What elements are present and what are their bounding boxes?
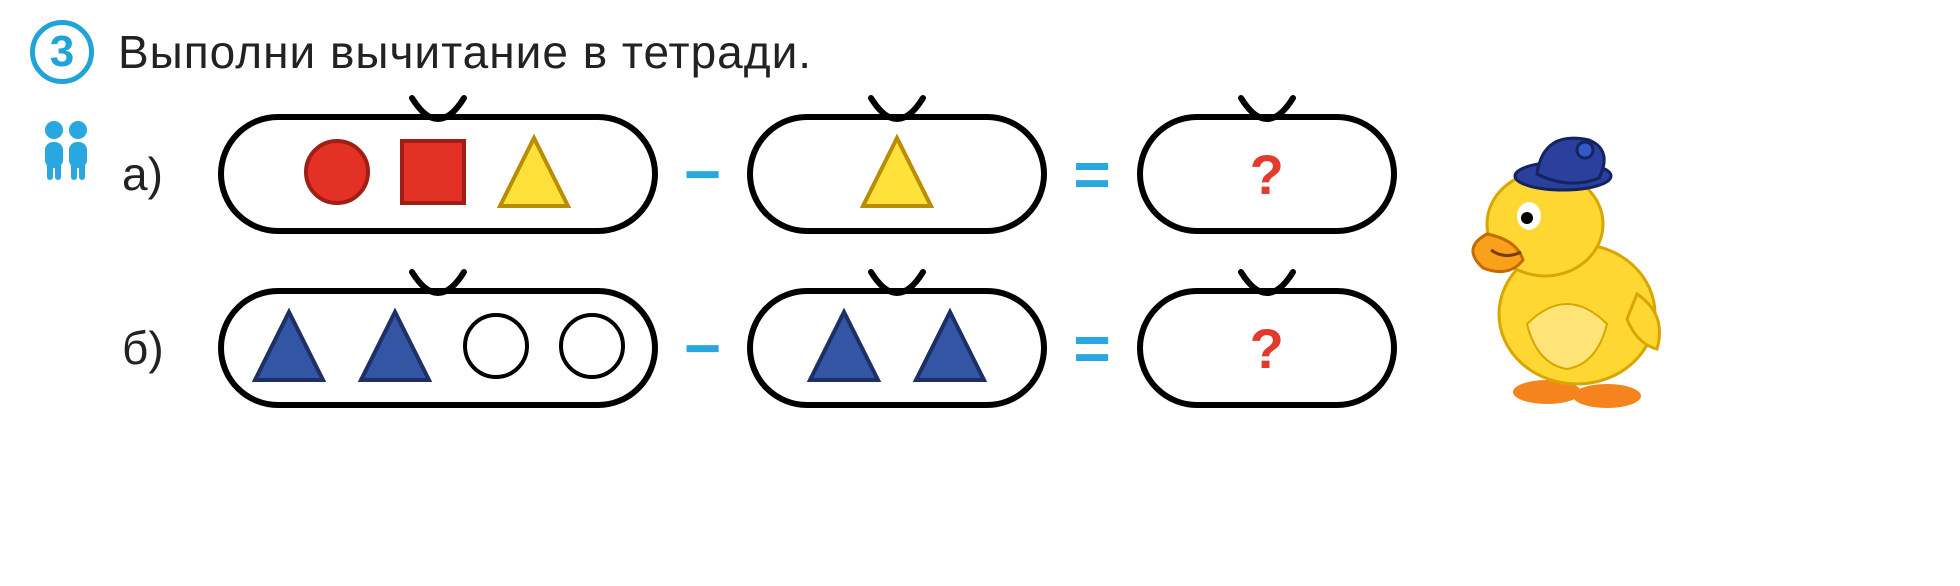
problems-list: а) − =? б) − =? xyxy=(122,114,1397,408)
circle-outline-icon xyxy=(557,311,627,386)
triangle-blue-icon xyxy=(804,306,884,391)
bag-right-1 xyxy=(747,288,1047,408)
problem-label: б) xyxy=(122,321,192,375)
task-instruction: Выполни вычитание в тетради. xyxy=(118,25,812,79)
task-header: 3 Выполни вычитание в тетради. xyxy=(30,20,1930,84)
answer-placeholder: ? xyxy=(1250,142,1284,207)
bag-left-0 xyxy=(218,114,658,234)
problem-label: а) xyxy=(122,147,192,201)
task-number: 3 xyxy=(50,27,74,77)
triangle-blue-icon xyxy=(249,306,329,391)
bag-handle-icon xyxy=(865,92,929,136)
bag-handle-icon xyxy=(865,266,929,310)
bag-handle-icon xyxy=(1235,92,1299,136)
square-red-icon xyxy=(398,137,468,212)
pair-work-icon xyxy=(38,118,94,182)
triangle-blue-icon xyxy=(355,306,435,391)
circle-red-icon xyxy=(302,137,372,212)
duck-mascot-icon xyxy=(1457,401,1677,418)
triangle-yellow-icon xyxy=(494,132,574,217)
circle-outline-icon xyxy=(461,311,531,386)
equals-operator: = xyxy=(1073,137,1110,211)
bag-handle-icon xyxy=(1235,266,1299,310)
bag-right-0 xyxy=(747,114,1047,234)
minus-operator: − xyxy=(684,311,721,385)
task-body: а) − =? б) − =? xyxy=(30,114,1930,419)
task-number-badge: 3 xyxy=(30,20,94,84)
triangle-blue-icon xyxy=(910,306,990,391)
minus-operator: − xyxy=(684,137,721,211)
bag-answer-1: ? xyxy=(1137,288,1397,408)
side-indicator xyxy=(30,114,102,182)
problem-row: а) − =? xyxy=(122,114,1397,234)
mascot-column xyxy=(1457,114,1677,419)
problem-row: б) − =? xyxy=(122,288,1397,408)
equals-operator: = xyxy=(1073,311,1110,385)
bag-answer-0: ? xyxy=(1137,114,1397,234)
bag-handle-icon xyxy=(406,266,470,310)
bag-handle-icon xyxy=(406,92,470,136)
bag-left-1 xyxy=(218,288,658,408)
answer-placeholder: ? xyxy=(1250,316,1284,381)
triangle-yellow-icon xyxy=(857,132,937,217)
